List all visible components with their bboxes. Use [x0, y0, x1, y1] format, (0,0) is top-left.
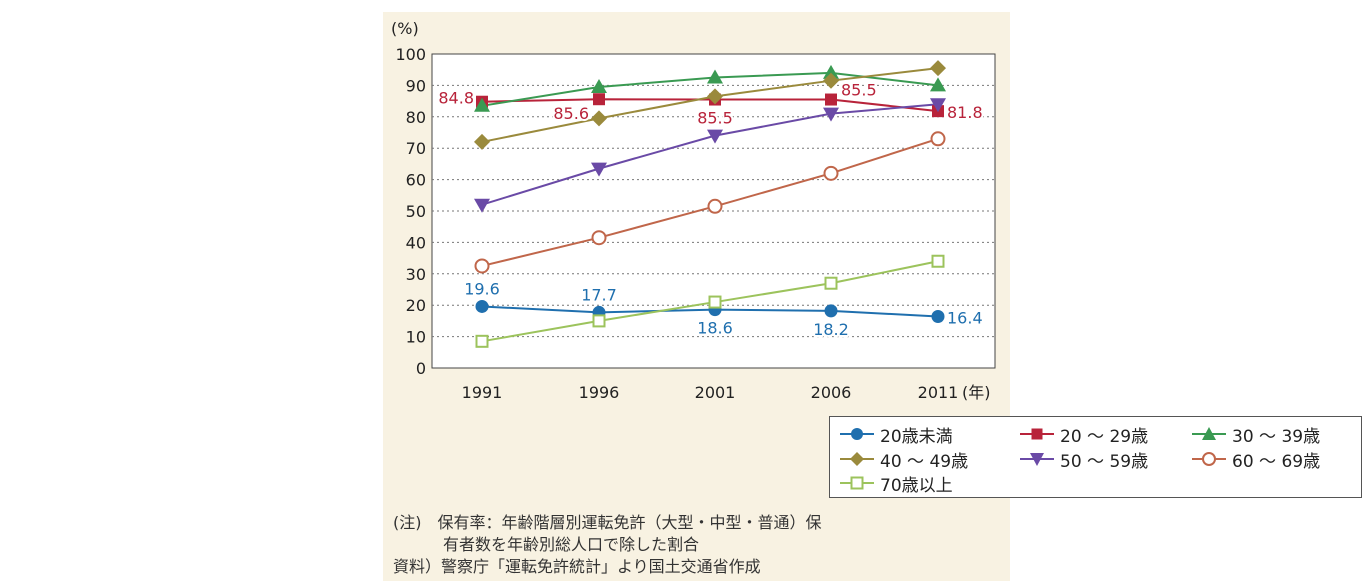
- legend-marker-triangle-up-icon: [1192, 427, 1226, 440]
- legend-marker-diamond-icon: [840, 452, 874, 466]
- chart-panel: 0 10 20 30 40 50 60 70 80 90 100 1991 1996 2001 2006 20…: [383, 12, 1362, 581]
- legend-marker-open-circle-icon: [1192, 452, 1226, 466]
- data-point: [592, 314, 606, 328]
- data-label: 19.6: [464, 279, 500, 298]
- y-tick-label: 70: [406, 139, 426, 158]
- y-tick-label: 40: [406, 233, 426, 252]
- x-tick-label: 1991: [462, 383, 503, 402]
- note-line-1: (注) 保有率：年齢階層別運転免許（大型・中型・普通）保: [393, 513, 822, 532]
- note-line-2: 有者数を年齢別総人口で除した割合: [443, 535, 700, 554]
- data-label-halo: 18.6: [697, 319, 733, 338]
- data-point: [708, 295, 722, 309]
- data-point: [707, 69, 723, 84]
- y-unit-label: (%): [391, 19, 419, 38]
- data-point: [593, 93, 605, 106]
- data-label: 85.5: [697, 109, 733, 128]
- data-point: [930, 98, 946, 113]
- data-point: [823, 64, 839, 79]
- source-note: 資料）警察庁「運転免許統計」より国土交通省作成: [393, 557, 761, 576]
- data-label-halo: 17.7: [581, 285, 617, 304]
- legend-item-50-59: 50 ～ 59歳: [1020, 448, 1149, 472]
- data-point: [930, 131, 946, 147]
- data-point: [475, 299, 489, 313]
- data-point: [474, 133, 490, 150]
- legend-item-30-39: 30 ～ 39歳: [1192, 423, 1321, 447]
- data-label: 84.8: [438, 89, 474, 108]
- data-label-halo: 16.4: [947, 309, 983, 328]
- data-point: [591, 78, 607, 93]
- legend-label: 60 ～ 69歳: [1232, 451, 1321, 472]
- legend-item-70-plus: 70歳以上: [840, 472, 953, 496]
- y-tick-label: 90: [406, 76, 426, 95]
- y-tick-label: 60: [406, 171, 426, 190]
- legend-marker-filled-circle-icon: [840, 428, 874, 440]
- data-point: [823, 107, 839, 122]
- legend-marker-filled-square-icon: [1020, 428, 1054, 440]
- legend-item-60-69: 60 ～ 69歳: [1192, 448, 1321, 472]
- data-label: 85.6: [553, 104, 589, 123]
- x-tick-label: 1996: [579, 383, 620, 402]
- data-point: [931, 254, 945, 268]
- data-label: 17.7: [581, 285, 617, 304]
- data-label-halo: 81.8: [947, 103, 983, 122]
- legend-label: 20 ～ 29歳: [1060, 426, 1149, 447]
- data-label-halo: 84.8: [438, 89, 474, 108]
- legend-label: 50 ～ 59歳: [1060, 451, 1149, 472]
- y-tick-label: 50: [406, 202, 426, 221]
- y-tick-label: 30: [406, 265, 426, 284]
- data-point: [707, 88, 723, 105]
- data-point: [823, 165, 839, 181]
- legend-marker-open-square-icon: [840, 476, 874, 490]
- data-point: [707, 129, 723, 144]
- legend-item-20-29: 20 ～ 29歳: [1020, 423, 1149, 447]
- data-point: [591, 230, 607, 246]
- data-label-halo: 85.6: [553, 104, 589, 123]
- data-label-halo: 85.5: [697, 109, 733, 128]
- x-tick-label: 2011: [918, 383, 959, 402]
- data-point: [474, 97, 490, 112]
- legend: 20歳未満 20 ～ 29歳 30 ～ 39歳 40 ～ 49歳 50 ～ 59…: [829, 416, 1362, 498]
- y-tick-label: 80: [406, 108, 426, 127]
- x-unit-label: (年): [962, 383, 991, 402]
- y-tick-label: 100: [395, 45, 426, 64]
- data-label: 16.4: [947, 309, 983, 328]
- legend-label: 20歳未満: [880, 426, 953, 447]
- y-tick-label: 20: [406, 296, 426, 315]
- legend-label: 40 ～ 49歳: [880, 451, 969, 472]
- data-point: [591, 162, 607, 177]
- data-point: [931, 310, 945, 324]
- data-point: [475, 334, 489, 348]
- x-tick-label: 2006: [811, 383, 852, 402]
- data-label-halo: 18.2: [813, 320, 849, 339]
- data-point: [823, 72, 839, 89]
- x-tick-label: 2001: [695, 383, 736, 402]
- data-label: 18.2: [813, 320, 849, 339]
- legend-item-under-20: 20歳未満: [840, 423, 953, 447]
- legend-item-40-49: 40 ～ 49歳: [840, 448, 969, 472]
- data-label: 85.5: [841, 81, 877, 100]
- legend-marker-triangle-down-icon: [1020, 453, 1054, 466]
- line-chart: 0 10 20 30 40 50 60 70 80 90 100 1991 1996 2001 2006 20…: [391, 19, 996, 402]
- data-point: [474, 198, 490, 213]
- y-tick-label: 10: [406, 328, 426, 347]
- data-label: 81.8: [947, 103, 983, 122]
- data-label-halo: 85.5: [841, 81, 877, 100]
- legend-label: 70歳以上: [880, 475, 953, 496]
- data-point: [824, 304, 838, 318]
- y-tick-label: 0: [416, 359, 426, 378]
- data-point: [825, 93, 837, 106]
- data-label: 18.6: [697, 319, 733, 338]
- data-point: [930, 77, 946, 92]
- data-label-halo: 19.6: [464, 279, 500, 298]
- data-point: [591, 110, 607, 127]
- data-point: [707, 198, 723, 214]
- legend-label: 30 ～ 39歳: [1232, 426, 1321, 447]
- data-point: [474, 258, 490, 274]
- data-point: [824, 276, 838, 290]
